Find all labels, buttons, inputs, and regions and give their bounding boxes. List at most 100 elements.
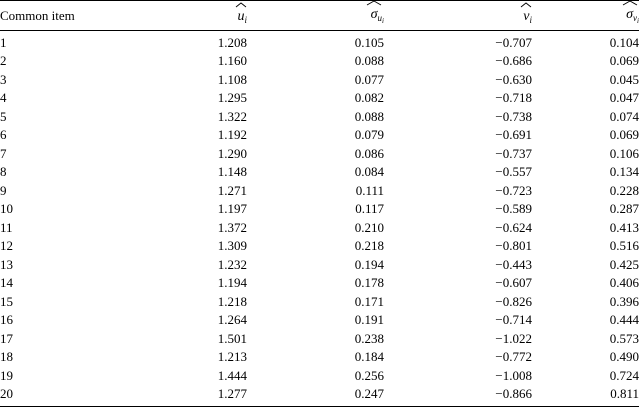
cell-u-hat: 1.295 bbox=[217, 90, 247, 106]
table-row: 3 1.108 0.077 −0.630 0.045 bbox=[0, 71, 639, 90]
cell-v-hat: −0.686 bbox=[495, 53, 532, 69]
cell-u-hat: 1.148 bbox=[217, 164, 247, 180]
cell-sigma-u-hat: 0.105 bbox=[354, 35, 384, 50]
cell-sigma-v-hat: 0.069 bbox=[609, 127, 639, 143]
hat-icon bbox=[235, 1, 247, 7]
cell-u-hat: 1.264 bbox=[217, 312, 247, 328]
cell-v-hat: −0.737 bbox=[495, 145, 532, 161]
cell-common-item: 2 bbox=[0, 53, 7, 69]
cell-v-hat: −1.022 bbox=[495, 330, 532, 346]
cell-sigma-v-hat: 0.047 bbox=[609, 90, 639, 106]
table-row: 14 1.194 0.178 −0.607 0.406 bbox=[0, 274, 639, 293]
cell-sigma-u-hat: 0.210 bbox=[354, 219, 384, 235]
table-row: 11 1.372 0.210 −0.624 0.413 bbox=[0, 219, 639, 238]
table-body: 1 1.208 0.105 −0.707 0.104 2 1.160 0.088 −0.686 0… bbox=[0, 31, 639, 407]
cell-common-item: 13 bbox=[0, 256, 13, 272]
cell-common-item: 7 bbox=[0, 145, 7, 161]
cell-v-hat: −0.607 bbox=[495, 275, 532, 291]
table-row: 19 1.444 0.256 −1.008 0.724 bbox=[0, 367, 639, 386]
cell-v-hat: −0.718 bbox=[495, 90, 532, 106]
cell-sigma-v-hat: 0.444 bbox=[609, 312, 639, 328]
cell-sigma-u-hat: 0.088 bbox=[354, 108, 384, 124]
cell-common-item: 4 bbox=[0, 90, 7, 106]
cell-u-hat: 1.322 bbox=[217, 108, 247, 124]
cell-sigma-v-hat: 0.425 bbox=[609, 256, 639, 272]
cell-sigma-v-hat: 0.724 bbox=[609, 367, 639, 383]
hat-icon bbox=[366, 0, 382, 6]
cell-sigma-u-hat: 0.171 bbox=[354, 293, 384, 309]
table-row: 10 1.197 0.117 −0.589 0.287 bbox=[0, 200, 639, 219]
cell-sigma-v-hat: 0.811 bbox=[532, 385, 639, 407]
table-row: 13 1.232 0.194 −0.443 0.425 bbox=[0, 256, 639, 275]
table-row: 9 1.271 0.111 −0.723 0.228 bbox=[0, 182, 639, 201]
cell-v-hat: −0.801 bbox=[495, 238, 532, 254]
hat-accent-sigma-v: σ bbox=[622, 0, 637, 24]
cell-sigma-v-hat: 0.045 bbox=[609, 71, 639, 87]
cell-common-item: 5 bbox=[0, 108, 7, 124]
table-row: 8 1.148 0.084 −0.557 0.134 bbox=[0, 163, 639, 182]
cell-u-hat: 1.271 bbox=[217, 182, 247, 198]
table-header: Common item ui σui bbox=[0, 0, 639, 31]
cell-common-item: 6 bbox=[0, 127, 7, 143]
header-u-symbol: u bbox=[237, 8, 245, 24]
cell-u-hat: 1.290 bbox=[217, 145, 247, 161]
cell-v-hat: −0.714 bbox=[495, 312, 532, 328]
cell-sigma-v-hat: 0.396 bbox=[609, 293, 639, 309]
cell-v-hat: −0.738 bbox=[495, 108, 532, 124]
cell-common-item: 8 bbox=[0, 164, 7, 180]
table-row: 17 1.501 0.238 −1.022 0.573 bbox=[0, 330, 639, 349]
table-row: 18 1.213 0.184 −0.772 0.490 bbox=[0, 348, 639, 367]
header-common-item: Common item bbox=[0, 0, 110, 31]
cell-sigma-v-hat: 0.069 bbox=[609, 53, 639, 69]
cell-sigma-u-hat: 0.218 bbox=[354, 238, 384, 254]
table-row: 5 1.322 0.088 −0.738 0.074 bbox=[0, 108, 639, 127]
cell-v-hat: −0.866 bbox=[384, 385, 532, 407]
header-v-subscript: i bbox=[529, 14, 532, 25]
cell-sigma-u-hat: 0.084 bbox=[354, 164, 384, 180]
cell-u-hat: 1.108 bbox=[217, 71, 247, 87]
cell-sigma-u-hat: 0.077 bbox=[354, 71, 384, 87]
cell-sigma-v-hat: 0.490 bbox=[609, 349, 639, 365]
cell-u-hat: 1.197 bbox=[217, 201, 247, 217]
cell-v-hat: −0.723 bbox=[495, 182, 532, 198]
cell-common-item: 14 bbox=[0, 275, 13, 291]
table-row: 16 1.264 0.191 −0.714 0.444 bbox=[0, 311, 639, 330]
cell-sigma-v-hat: 0.228 bbox=[609, 182, 639, 198]
cell-common-item: 10 bbox=[0, 201, 13, 217]
cell-common-item: 17 bbox=[0, 330, 13, 346]
hat-accent-sigma-u: σ bbox=[366, 0, 382, 24]
cell-u-hat: 1.194 bbox=[217, 275, 247, 291]
table-row: 12 1.309 0.218 −0.801 0.516 bbox=[0, 237, 639, 256]
cell-common-item: 18 bbox=[0, 349, 13, 365]
header-u-hat: ui bbox=[110, 0, 247, 31]
cell-common-item: 11 bbox=[0, 219, 13, 235]
cell-sigma-u-hat: 0.088 bbox=[354, 53, 384, 69]
header-sigma-u-symbol: σ bbox=[370, 7, 378, 22]
hat-icon bbox=[521, 1, 532, 7]
cell-common-item: 3 bbox=[0, 71, 7, 87]
header-sigma-v-hat: σvi bbox=[532, 0, 639, 31]
cell-sigma-v-hat: 0.573 bbox=[609, 330, 639, 346]
cell-u-hat: 1.372 bbox=[217, 219, 247, 235]
cell-sigma-u-hat: 0.256 bbox=[354, 367, 384, 383]
hat-accent-v: v bbox=[521, 1, 532, 26]
table-row: 1 1.208 0.105 −0.707 0.104 bbox=[0, 31, 639, 53]
cell-sigma-v-hat: 0.074 bbox=[609, 108, 639, 124]
cell-sigma-u-hat: 0.079 bbox=[354, 127, 384, 143]
header-sigma-u-hat: σui bbox=[247, 0, 384, 31]
cell-sigma-u-hat: 0.194 bbox=[354, 256, 384, 272]
cell-u-hat: 1.160 bbox=[217, 53, 247, 69]
cell-u-hat: 1.501 bbox=[217, 330, 247, 346]
cell-v-hat: −0.772 bbox=[495, 349, 532, 365]
cell-common-item: 1 bbox=[0, 35, 7, 50]
header-v-hat: vi bbox=[384, 0, 532, 31]
header-row: Common item ui σui bbox=[0, 0, 639, 31]
cell-sigma-v-hat: 0.406 bbox=[609, 275, 639, 291]
cell-sigma-u-hat: 0.238 bbox=[354, 330, 384, 346]
cell-sigma-u-hat: 0.082 bbox=[354, 90, 384, 106]
cell-u-hat: 1.232 bbox=[217, 256, 247, 272]
cell-sigma-v-hat: 0.516 bbox=[609, 238, 639, 254]
header-v-symbol: v bbox=[523, 8, 530, 24]
